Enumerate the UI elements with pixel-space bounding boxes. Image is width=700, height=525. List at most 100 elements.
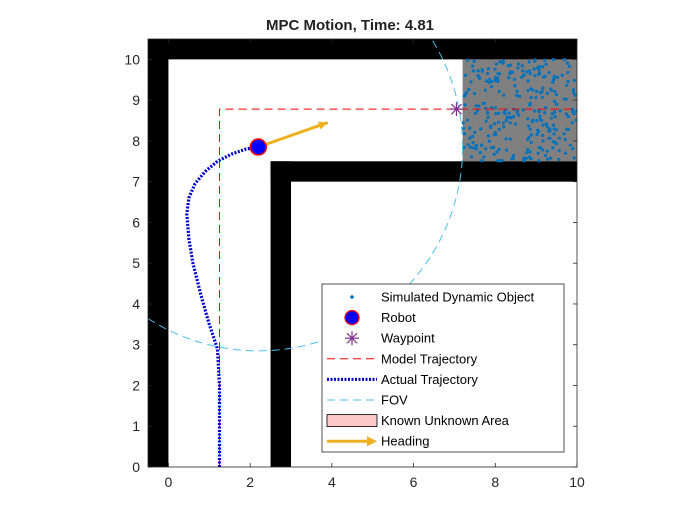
fov-circle — [148, 39, 464, 352]
dynamic-object-point — [534, 96, 538, 100]
legend-label: Waypoint — [381, 331, 435, 346]
dynamic-object-point — [516, 66, 520, 70]
legend-label: Heading — [381, 434, 429, 449]
dynamic-object-point — [549, 88, 553, 92]
dynamic-object-point — [498, 159, 502, 163]
dynamic-object-point — [538, 114, 542, 118]
dynamic-object-point — [555, 102, 559, 106]
dynamic-object-point — [497, 89, 501, 94]
dynamic-object-point — [497, 147, 501, 151]
dynamic-object-point — [487, 77, 492, 81]
dynamic-object-point — [503, 111, 507, 116]
dynamic-object-point — [504, 137, 508, 141]
y-tick-label: 9 — [132, 92, 140, 108]
dynamic-object-point — [552, 74, 557, 78]
dynamic-object-point — [481, 101, 485, 106]
dynamic-object-point — [574, 118, 577, 122]
dynamic-object-point — [497, 127, 501, 132]
dynamic-object-point — [522, 159, 526, 163]
dynamic-object-point — [550, 112, 554, 116]
dynamic-object-point — [562, 57, 567, 62]
dynamic-object-point — [467, 87, 471, 92]
dynamic-object-point — [468, 136, 472, 140]
dynamic-object-point — [526, 147, 530, 152]
dynamic-object-point — [472, 59, 476, 63]
dynamic-object-point — [565, 61, 570, 65]
dynamic-object-point — [515, 109, 519, 113]
dynamic-object-point — [472, 146, 476, 150]
dynamic-object-point — [484, 147, 488, 151]
dynamic-object-point — [471, 69, 476, 73]
dynamic-object-point — [543, 58, 547, 62]
dynamic-object-point — [496, 78, 500, 83]
y-tick-label: 1 — [132, 418, 140, 434]
legend-item: FOV — [327, 393, 408, 408]
dynamic-object-point — [494, 112, 498, 116]
dynamic-object-point — [535, 89, 539, 94]
dynamic-object-point — [560, 73, 564, 77]
dynamic-object-point — [537, 68, 541, 72]
dynamic-object-point — [527, 69, 531, 73]
dynamic-object-point — [566, 79, 570, 84]
dynamic-object-point — [492, 122, 497, 126]
dynamic-object-point — [483, 88, 487, 92]
dynamic-object-point — [551, 58, 556, 62]
legend-item: Actual Trajectory — [327, 372, 478, 387]
dynamic-object-point — [544, 106, 548, 110]
dynamic-object-point — [538, 117, 542, 121]
dynamic-object-point — [528, 72, 532, 76]
dynamic-object-point — [511, 156, 515, 160]
y-tick-label: 8 — [132, 133, 140, 149]
dynamic-object-point — [524, 157, 528, 161]
dynamic-object-point — [526, 79, 530, 83]
dynamic-object-point — [551, 146, 555, 150]
y-tick-label: 5 — [132, 255, 140, 271]
dynamic-object-point — [462, 145, 466, 150]
dynamic-object-point — [490, 105, 494, 110]
legend-item: Simulated Dynamic Object — [350, 290, 535, 305]
dynamic-object-point — [482, 155, 486, 159]
dynamic-object-point — [508, 121, 512, 125]
dynamic-object-point — [545, 149, 549, 153]
actual-trajectory-line — [185, 145, 259, 467]
dynamic-object-point — [551, 123, 556, 127]
dynamic-object-point — [541, 148, 545, 152]
model-trajectory-line — [219, 108, 577, 467]
y-tick-label: 10 — [124, 51, 140, 67]
dynamic-object-point — [537, 65, 541, 69]
dynamic-object-point — [484, 79, 489, 83]
dynamic-object-point — [512, 77, 517, 81]
dynamic-object-point — [495, 150, 499, 154]
dynamic-object-point — [508, 137, 512, 141]
dynamic-object-point — [543, 153, 548, 158]
dynamic-object-point — [548, 136, 552, 140]
dynamic-object-point — [505, 115, 509, 120]
dynamic-object-point — [493, 78, 497, 83]
heading-arrowhead — [317, 121, 328, 130]
dynamic-object-point — [522, 73, 526, 77]
dynamic-object-point — [528, 127, 532, 132]
dynamic-object-point — [572, 90, 576, 95]
dynamic-object-point — [478, 151, 482, 155]
dynamic-object-point — [571, 88, 576, 92]
dynamic-object-point — [568, 143, 572, 147]
dynamic-object-point — [484, 119, 488, 123]
dynamic-object-point — [498, 60, 502, 64]
dynamic-object-point — [521, 108, 525, 112]
dynamic-object-point — [464, 91, 468, 95]
y-tick-label: 7 — [132, 174, 140, 190]
dynamic-object-point — [476, 69, 480, 73]
dynamic-object-point — [492, 133, 496, 137]
dynamic-object-point — [493, 67, 497, 71]
axes-box — [147, 38, 578, 468]
x-tick-label: 8 — [491, 474, 499, 490]
dynamic-object-point — [520, 75, 524, 79]
dynamic-object-point — [535, 119, 539, 123]
dynamic-object-point — [505, 148, 509, 152]
dynamic-object-point — [469, 145, 473, 149]
dynamic-object-point — [558, 109, 562, 113]
dynamic-object-point — [540, 90, 544, 94]
dynamic-object-point — [468, 126, 472, 130]
legend: Simulated Dynamic Object Robot Waypoint Mod… — [321, 283, 565, 453]
